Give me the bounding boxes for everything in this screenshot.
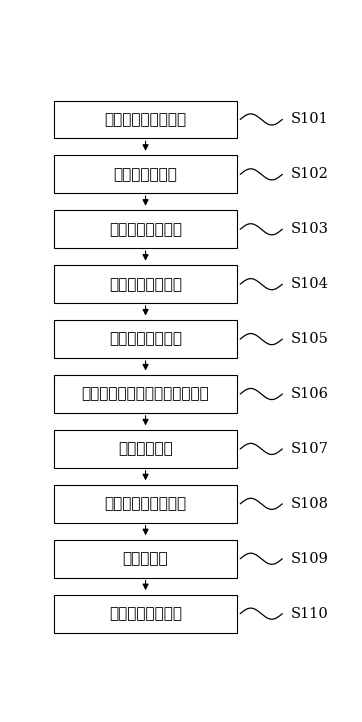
- Text: S110: S110: [291, 606, 328, 621]
- Text: 功能化铝基板的制备: 功能化铝基板的制备: [105, 112, 186, 127]
- Bar: [54, 210, 237, 248]
- Bar: [54, 430, 237, 468]
- Text: S109: S109: [291, 552, 329, 566]
- Text: 金属间化合物的沉积: 金属间化合物的沉积: [105, 496, 186, 511]
- Text: 薄膜互连线的制备: 薄膜互连线的制备: [109, 331, 182, 347]
- Text: 埋置芯片的贴装: 埋置芯片的贴装: [114, 167, 177, 182]
- Text: S108: S108: [291, 497, 329, 511]
- Text: 表面平坦化: 表面平坦化: [123, 552, 168, 566]
- Bar: [54, 485, 237, 523]
- Bar: [54, 375, 237, 413]
- Text: S102: S102: [291, 168, 329, 181]
- Bar: [54, 265, 237, 303]
- Text: S101: S101: [291, 113, 328, 126]
- Text: S104: S104: [291, 277, 329, 291]
- Bar: [54, 320, 237, 358]
- Bar: [54, 540, 237, 578]
- Text: 三维堆叠垂直互连: 三维堆叠垂直互连: [109, 606, 182, 621]
- Bar: [54, 155, 237, 193]
- Text: S106: S106: [291, 387, 329, 401]
- Bar: [54, 595, 237, 632]
- Text: S103: S103: [291, 222, 329, 236]
- Text: S107: S107: [291, 442, 329, 456]
- Text: 第一介质层的制备: 第一介质层的制备: [109, 277, 182, 292]
- Text: 热压焊凸点的制备: 热压焊凸点的制备: [109, 222, 182, 237]
- Text: 粘附层的制备: 粘附层的制备: [118, 441, 173, 456]
- Text: S105: S105: [291, 332, 329, 346]
- Bar: [54, 100, 237, 139]
- Text: 第二介质层和第三介质层的制备: 第二介质层和第三介质层的制备: [82, 386, 210, 401]
